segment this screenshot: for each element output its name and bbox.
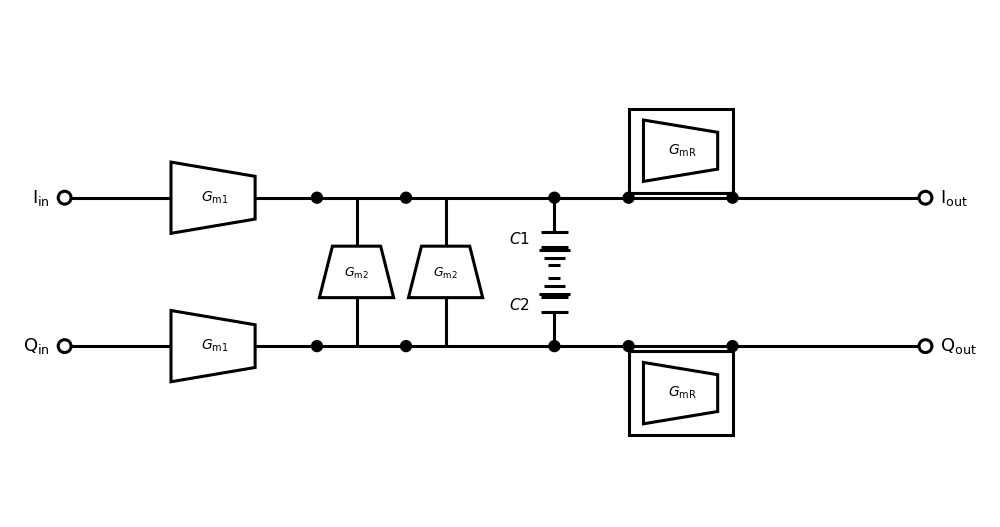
Text: $G_{\rm m1}$: $G_{\rm m1}$ bbox=[201, 338, 229, 354]
Text: $\mathrm{I_{out}}$: $\mathrm{I_{out}}$ bbox=[940, 188, 968, 208]
Circle shape bbox=[312, 192, 322, 203]
Text: $G_{\rm m2}$: $G_{\rm m2}$ bbox=[433, 266, 458, 281]
Circle shape bbox=[312, 340, 322, 352]
Circle shape bbox=[549, 340, 560, 352]
Text: $C1$: $C1$ bbox=[509, 231, 530, 247]
Polygon shape bbox=[408, 246, 483, 298]
Text: $\mathrm{I_{in}}$: $\mathrm{I_{in}}$ bbox=[32, 188, 50, 208]
Circle shape bbox=[919, 191, 932, 204]
Circle shape bbox=[401, 192, 411, 203]
Circle shape bbox=[401, 340, 411, 352]
Circle shape bbox=[58, 191, 71, 204]
Polygon shape bbox=[171, 162, 255, 233]
Polygon shape bbox=[319, 246, 394, 298]
Circle shape bbox=[623, 192, 634, 203]
Circle shape bbox=[919, 340, 932, 353]
Text: $G_{\rm m1}$: $G_{\rm m1}$ bbox=[201, 190, 229, 206]
Polygon shape bbox=[643, 120, 718, 181]
Text: $G_{\rm m2}$: $G_{\rm m2}$ bbox=[344, 266, 369, 281]
Circle shape bbox=[58, 340, 71, 353]
Text: $\mathrm{Q_{out}}$: $\mathrm{Q_{out}}$ bbox=[940, 336, 977, 356]
Bar bbox=[629, 109, 733, 193]
Circle shape bbox=[727, 192, 738, 203]
Text: $\mathrm{Q_{in}}$: $\mathrm{Q_{in}}$ bbox=[23, 336, 50, 356]
Circle shape bbox=[623, 340, 634, 352]
Text: $G_{\rm mR}$: $G_{\rm mR}$ bbox=[668, 385, 697, 402]
Text: $G_{\rm mR}$: $G_{\rm mR}$ bbox=[668, 142, 697, 159]
Polygon shape bbox=[171, 310, 255, 382]
Bar bbox=[629, 351, 733, 435]
Text: $C2$: $C2$ bbox=[509, 297, 530, 313]
Circle shape bbox=[727, 340, 738, 352]
Circle shape bbox=[549, 192, 560, 203]
Polygon shape bbox=[643, 363, 718, 424]
